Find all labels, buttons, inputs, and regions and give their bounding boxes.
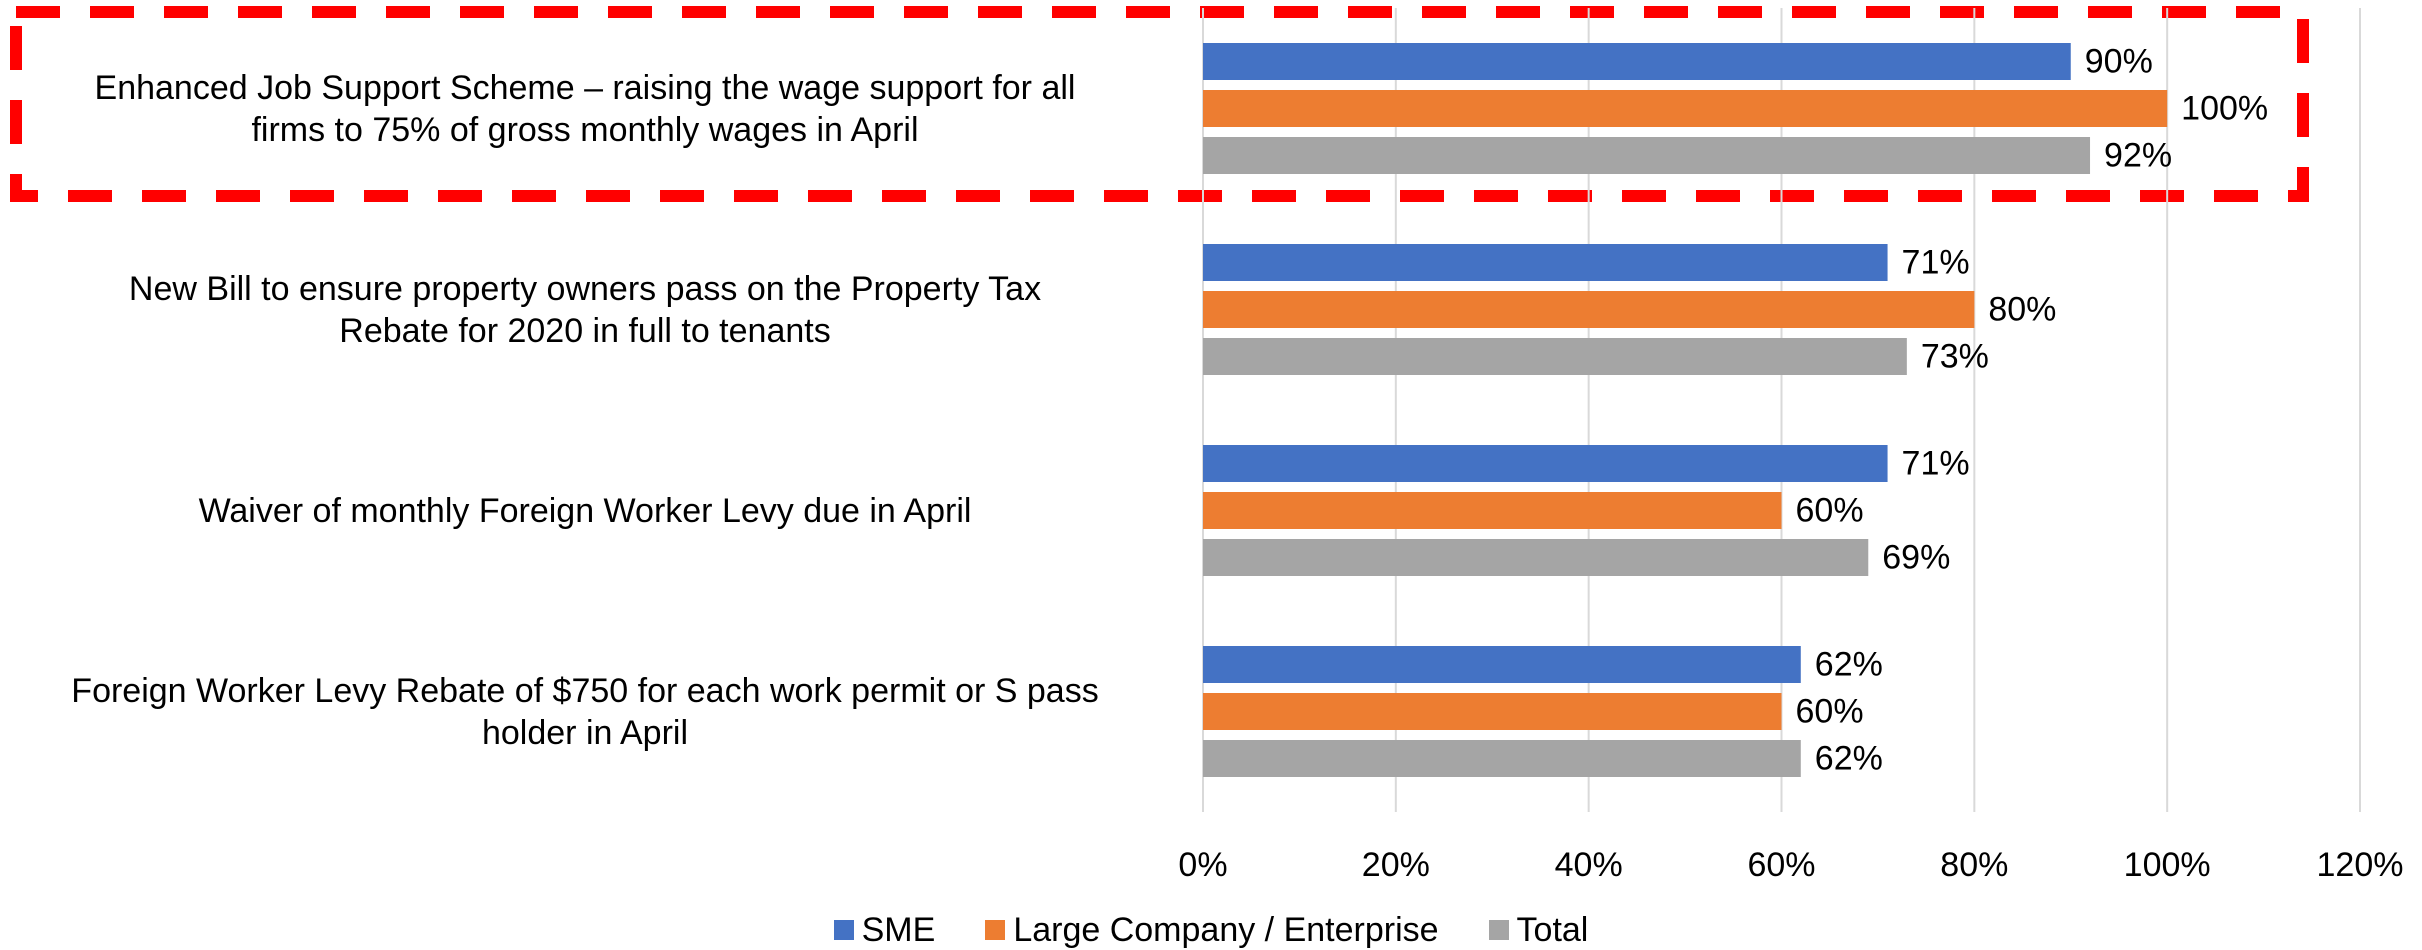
bar xyxy=(1203,338,1907,375)
legend-item: Total xyxy=(1488,910,1589,950)
legend: SME Large Company / Enterprise Total xyxy=(0,910,2422,950)
category-label: Foreign Worker Levy Rebate of $750 for e… xyxy=(71,671,1099,752)
category-label: New Bill to ensure property owners pass … xyxy=(128,269,1042,350)
data-label: 92% xyxy=(2104,136,2172,174)
bar xyxy=(1203,43,2071,80)
data-label: 90% xyxy=(2085,42,2153,80)
data-label: 73% xyxy=(1921,337,1989,375)
bar xyxy=(1203,492,1782,529)
category-label: Enhanced Job Support Scheme – raising th… xyxy=(94,68,1076,149)
x-tick-label: 40% xyxy=(1555,846,1623,884)
legend-label: Large Company / Enterprise xyxy=(1013,911,1439,949)
x-tick-label: 20% xyxy=(1362,846,1430,884)
legend-label: Total xyxy=(1516,911,1589,949)
bar xyxy=(1203,291,1975,328)
legend-swatch xyxy=(1488,920,1509,940)
data-label: 100% xyxy=(2181,89,2268,127)
x-tick-label: 60% xyxy=(1747,846,1815,884)
data-label: 60% xyxy=(1796,692,1864,730)
legend-label: SME xyxy=(861,911,936,949)
x-tick-label: 120% xyxy=(2317,846,2404,884)
bar xyxy=(1203,137,2091,174)
x-tick-label: 100% xyxy=(2124,846,2211,884)
bar xyxy=(1203,693,1782,730)
legend-item: SME xyxy=(833,910,936,950)
bar xyxy=(1203,244,1888,281)
data-label: 80% xyxy=(1988,290,2056,328)
bar xyxy=(1203,646,1801,683)
data-label: 71% xyxy=(1902,243,1970,281)
bar xyxy=(1203,90,2168,127)
data-label: 71% xyxy=(1902,444,1970,482)
legend-swatch xyxy=(985,920,1006,940)
data-label: 62% xyxy=(1815,739,1883,777)
bar xyxy=(1203,539,1869,576)
bar xyxy=(1203,445,1888,482)
x-tick-label: 80% xyxy=(1940,846,2008,884)
data-label: 69% xyxy=(1882,538,1950,576)
highlight-box xyxy=(10,6,2309,202)
legend-item: Large Company / Enterprise xyxy=(985,910,1439,950)
data-label: 62% xyxy=(1815,645,1883,683)
bar xyxy=(1203,740,1801,777)
x-tick-label: 0% xyxy=(1178,846,1227,884)
category-label: Waiver of monthly Foreign Worker Levy du… xyxy=(198,491,972,530)
legend-swatch xyxy=(833,920,854,940)
data-label: 60% xyxy=(1796,491,1864,529)
